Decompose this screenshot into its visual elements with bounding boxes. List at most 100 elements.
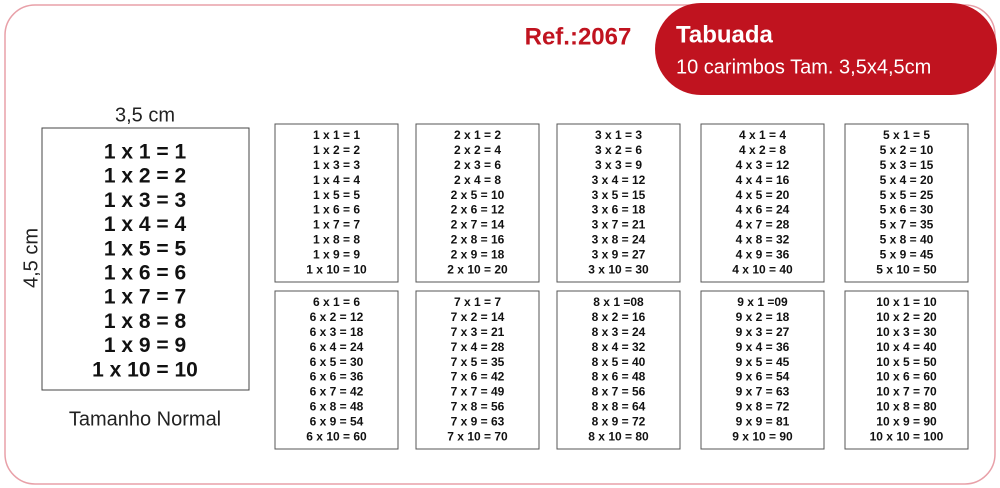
stamp-line: 7 x 8 = 56 [451, 399, 505, 413]
stamp-line: 4 x 4 = 16 [736, 173, 790, 187]
sample-line: 1 x 5 = 5 [104, 237, 187, 260]
stamp-line: 6 x 10 = 60 [306, 429, 367, 443]
sample-stamp [41, 127, 250, 391]
stamp-line: 5 x 4 = 20 [880, 173, 934, 187]
ref-code: Ref.:2067 [525, 23, 632, 50]
sample-line: 1 x 4 = 4 [104, 213, 187, 236]
stamp-line: 10 x 1 = 10 [876, 295, 937, 309]
stamp-line: 9 x 6 = 54 [736, 370, 790, 384]
stamp-box [556, 290, 681, 450]
stamp-line: 9 x 3 = 27 [736, 325, 790, 339]
stamp-line: 2 x 2 = 4 [454, 143, 501, 157]
stamp-line: 3 x 9 = 27 [592, 247, 646, 261]
stamp-line: 4 x 3 = 12 [736, 158, 790, 172]
stamp-line: 1 x 9 = 9 [313, 247, 360, 261]
stamp-line: 3 x 10 = 30 [588, 262, 649, 276]
stamp-line: 7 x 3 = 21 [451, 325, 505, 339]
stamp-line: 4 x 9 = 36 [736, 247, 790, 261]
title: Tabuada [676, 21, 774, 48]
stamp-line: 5 x 2 = 10 [880, 143, 934, 157]
stamp-line: 1 x 3 = 3 [313, 158, 360, 172]
stamp-line: 10 x 9 = 90 [876, 414, 937, 428]
stamp-line: 4 x 7 = 28 [736, 218, 790, 232]
stamp-line: 7 x 5 = 35 [451, 355, 505, 369]
stamp-line: 2 x 3 = 6 [454, 158, 501, 172]
stamp-box [700, 290, 825, 450]
stamp-line: 5 x 9 = 45 [880, 247, 934, 261]
stamp-line: 8 x 6 = 48 [592, 370, 646, 384]
stamp-line: 8 x 4 = 32 [592, 340, 646, 354]
stamp-line: 4 x 5 = 20 [736, 188, 790, 202]
sample-line: 1 x 9 = 9 [104, 334, 186, 357]
stamps: 1 x 1 = 11 x 2 = 21 x 3 = 31 x 4 = 41 x … [274, 123, 969, 450]
sample-line: 1 x 1 = 1 [104, 141, 187, 164]
stamp-line: 1 x 1 = 1 [313, 128, 360, 142]
stamp-line: 2 x 4 = 8 [454, 173, 501, 187]
stamp-line: 6 x 4 = 24 [310, 340, 364, 354]
stamp-line: 7 x 1 = 7 [454, 295, 501, 309]
stamp-line: 1 x 5 = 5 [313, 188, 360, 202]
stamp-line: 2 x 6 = 12 [451, 203, 505, 217]
sample-line: 1 x 7 = 7 [104, 286, 186, 309]
stamp-line: 10 x 10 = 100 [870, 429, 944, 443]
stamp-line: 7 x 7 = 49 [451, 385, 505, 399]
sample-line: 1 x 3 = 3 [104, 189, 186, 212]
stamp-line: 8 x 10 = 80 [588, 429, 649, 443]
stamp-line: 1 x 2 = 2 [313, 143, 360, 157]
stamp-line: 9 x 4 = 36 [736, 340, 790, 354]
stamp-line: 4 x 1 = 4 [739, 128, 786, 142]
stamp-line: 7 x 9 = 63 [451, 414, 505, 428]
stamp-line: 7 x 2 = 14 [451, 310, 505, 324]
stamp-line: 5 x 3 = 15 [880, 158, 934, 172]
stamp-box [700, 123, 825, 283]
stamp-line: 2 x 8 = 16 [451, 232, 505, 246]
stamp-line: 3 x 1 = 3 [595, 128, 642, 142]
stamp-line: 6 x 7 = 42 [310, 385, 364, 399]
stamp-line: 9 x 7 = 63 [736, 385, 790, 399]
stamp-line: 2 x 9 = 18 [451, 247, 505, 261]
stamp-line: 6 x 1 = 6 [313, 295, 360, 309]
stamp-line: 1 x 8 = 8 [313, 232, 360, 246]
stamp-line: 1 x 4 = 4 [313, 173, 360, 187]
stamp-box [844, 123, 969, 283]
stamp-line: 9 x 2 = 18 [736, 310, 790, 324]
stamp-line: 5 x 5 = 25 [880, 188, 934, 202]
stamp-line: 8 x 9 = 72 [592, 414, 646, 428]
stamp-line: 1 x 10 = 10 [306, 262, 367, 276]
stamp-line: 10 x 4 = 40 [876, 340, 937, 354]
stamp-box [274, 123, 399, 283]
stamp-line: 9 x 8 = 72 [736, 399, 790, 413]
stamp-line: 2 x 5 = 10 [451, 188, 505, 202]
stamp-line: 6 x 3 = 18 [310, 325, 364, 339]
stamp-line: 5 x 8 = 40 [880, 232, 934, 246]
stamp-line: 4 x 8 = 32 [736, 232, 790, 246]
stamp-line: 7 x 4 = 28 [451, 340, 505, 354]
stamp-line: 2 x 1 = 2 [454, 128, 501, 142]
stamp-line: 6 x 8 = 48 [310, 399, 364, 413]
stamp-line: 5 x 7 = 35 [880, 218, 934, 232]
stamp-line: 3 x 7 = 21 [592, 218, 646, 232]
stamp-line: 9 x 5 = 45 [736, 355, 790, 369]
stamp-line: 9 x 10 = 90 [732, 429, 793, 443]
stamp-line: 2 x 7 = 14 [451, 218, 505, 232]
stamp-line: 9 x 1 =09 [737, 295, 788, 309]
stamp-box [415, 290, 540, 450]
sample-line: 1 x 6 = 6 [104, 262, 186, 285]
stamp-line: 10 x 8 = 80 [876, 399, 937, 413]
sample-line: 1 x 2 = 2 [104, 165, 186, 188]
stamp-line: 3 x 8 = 24 [592, 232, 646, 246]
stamp-line: 5 x 6 = 30 [880, 203, 934, 217]
stamp-line: 9 x 9 = 81 [736, 414, 790, 428]
stamp-line: 7 x 6 = 42 [451, 370, 505, 384]
stamp-line: 6 x 6 = 36 [310, 370, 364, 384]
stamp-line: 5 x 1 = 5 [883, 128, 930, 142]
stamp-line: 10 x 6 = 60 [876, 370, 937, 384]
stamp-line: 10 x 7 = 70 [876, 385, 937, 399]
stamp-line: 4 x 6 = 24 [736, 203, 790, 217]
stamp-line: 10 x 3 = 30 [876, 325, 937, 339]
stamp-box [556, 123, 681, 283]
subtitle: 10 carimbos Tam. 3,5x4,5cm [676, 56, 931, 78]
caption: Tamanho Normal [69, 408, 221, 430]
stamp-line: 3 x 4 = 12 [592, 173, 646, 187]
stamp-line: 8 x 1 =08 [593, 295, 644, 309]
